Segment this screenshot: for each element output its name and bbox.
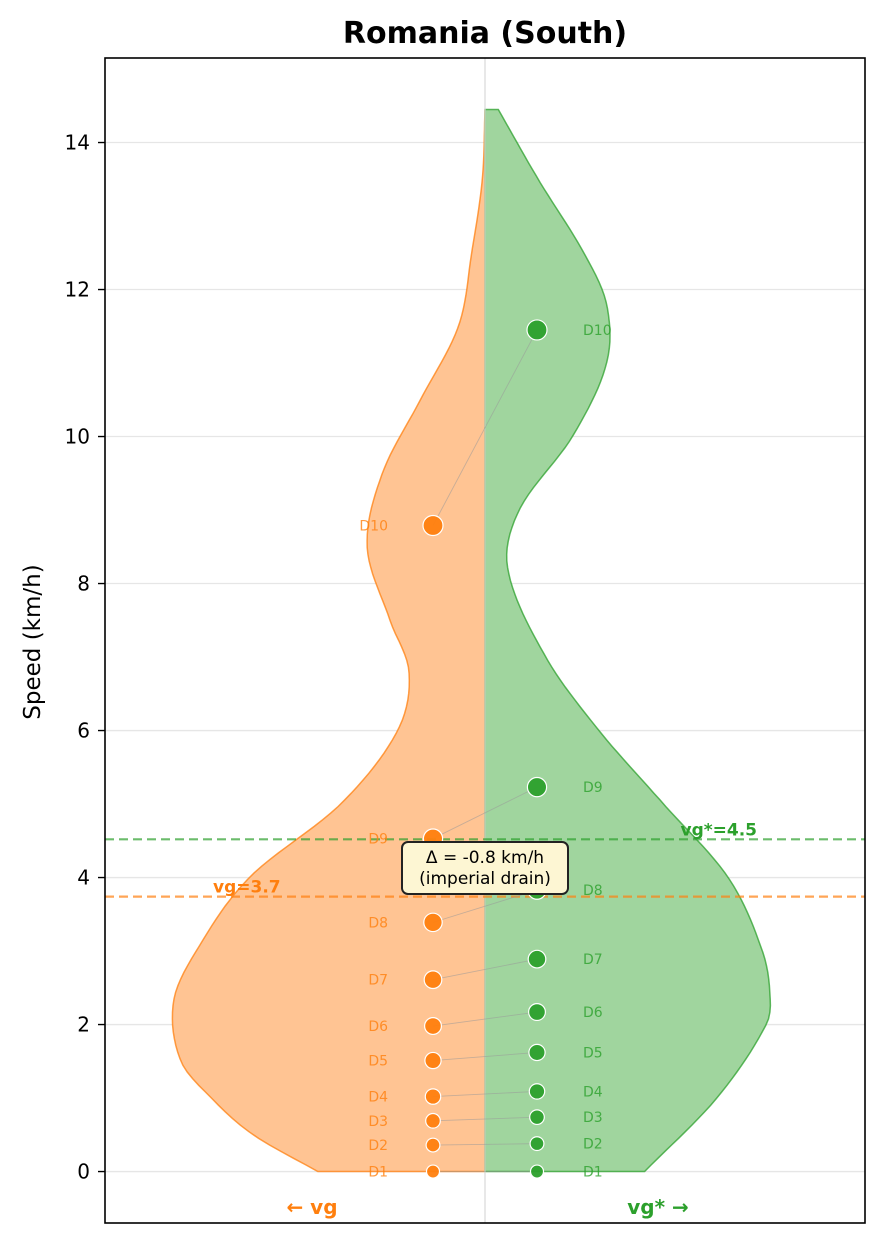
side-label-vg: ← vg <box>286 1195 337 1219</box>
chart-title: Romania (South) <box>343 16 627 51</box>
connector-D8 <box>432 889 538 923</box>
label-vg-star-D10: D10 <box>583 323 612 339</box>
point-vg-star-D5 <box>528 1043 546 1062</box>
mean-label-vg-star: vg*=4.5 <box>681 820 758 840</box>
decile-connectors <box>432 329 538 1172</box>
y-tick-label-8: 8 <box>77 572 90 596</box>
label-vg-D4: D4 <box>368 1090 388 1106</box>
connector-D5 <box>432 1052 538 1062</box>
annotation-line-1: Δ = -0.8 km/h <box>426 848 544 868</box>
connector-D7 <box>432 958 538 981</box>
point-vg-D8 <box>423 912 443 933</box>
point-vg-star-D6 <box>527 1003 546 1022</box>
label-vg-D5: D5 <box>368 1054 388 1070</box>
label-vg-star-D4: D4 <box>583 1084 603 1100</box>
connector-D4 <box>432 1090 538 1098</box>
plot-frame <box>104 57 866 1224</box>
violin-vg <box>171 109 486 1173</box>
connector-D10 <box>432 329 538 526</box>
label-vg-D9: D9 <box>368 832 388 848</box>
y-tick-label-4: 4 <box>77 866 90 890</box>
label-vg-star-D1: D1 <box>583 1165 603 1181</box>
label-vg-star-D2: D2 <box>583 1137 603 1153</box>
connector-D3 <box>432 1116 538 1122</box>
y-axis-ticks: 0 2 4 6 8 10 12 14 <box>65 131 105 1184</box>
point-vg-D3 <box>425 1112 441 1129</box>
connector-D9 <box>432 786 538 839</box>
point-vg-star-D4 <box>528 1083 546 1100</box>
point-vg-D6 <box>424 1017 443 1036</box>
label-vg-D10: D10 <box>359 518 388 534</box>
mean-label-vg: vg=3.7 <box>213 878 281 898</box>
point-vg-star-D9 <box>526 776 548 798</box>
label-vg-star-D9: D9 <box>583 780 603 796</box>
point-vg-star-D3 <box>529 1109 545 1126</box>
point-vg-D7 <box>423 970 443 990</box>
point-vg-D5 <box>424 1051 442 1070</box>
label-vg-star-D7: D7 <box>583 952 603 968</box>
point-vg-star-D7 <box>527 949 547 969</box>
y-tick-label-6: 6 <box>77 719 90 743</box>
label-vg-D3: D3 <box>368 1114 388 1130</box>
label-vg-D2: D2 <box>368 1138 388 1154</box>
y-tick-label-12: 12 <box>65 278 90 302</box>
connector-D6 <box>432 1011 538 1027</box>
label-vg-D7: D7 <box>368 973 388 989</box>
y-tick-label-10: 10 <box>65 425 90 449</box>
point-vg-star-D10 <box>526 319 548 341</box>
violin-vg-star <box>484 108 772 1173</box>
delta-annotation: Δ = -0.8 km/h (imperial drain) <box>401 841 569 895</box>
y-axis-label: Speed (km/h) <box>20 564 46 719</box>
point-vg-star-D2 <box>529 1136 545 1152</box>
side-label-vg-star: vg* → <box>627 1195 689 1219</box>
label-vg-D8: D8 <box>368 915 388 931</box>
point-vg-D10 <box>422 514 444 537</box>
point-vg-D4 <box>424 1088 442 1105</box>
annotation-line-2: (imperial drain) <box>419 869 551 889</box>
label-vg-star-D8: D8 <box>583 883 603 899</box>
annotation-box <box>401 841 569 895</box>
mean-lines: vg=3.7 vg*=4.5 <box>105 820 865 898</box>
decile-labels: D1 D2 D3 D4 D5 D6 D7 D8 D9 D10 D1 D2 D3 D4 D5 D6 D7 D8 D9 D… <box>359 323 611 1181</box>
y-tick-label-2: 2 <box>77 1013 90 1037</box>
y-tick-label-14: 14 <box>65 131 90 155</box>
side-labels: ← vg vg* → <box>286 1195 688 1219</box>
point-vg-D2 <box>425 1137 441 1153</box>
point-vg-star-D1 <box>529 1164 545 1179</box>
connector-D2 <box>432 1143 538 1146</box>
label-vg-star-D5: D5 <box>583 1045 603 1061</box>
point-vg-D1 <box>425 1164 441 1179</box>
y-tick-label-0: 0 <box>77 1160 90 1184</box>
label-vg-star-D6: D6 <box>583 1005 603 1021</box>
label-vg-star-D3: D3 <box>583 1110 603 1126</box>
label-vg-D1: D1 <box>368 1165 388 1181</box>
label-vg-D6: D6 <box>368 1019 388 1035</box>
violins <box>171 108 772 1173</box>
